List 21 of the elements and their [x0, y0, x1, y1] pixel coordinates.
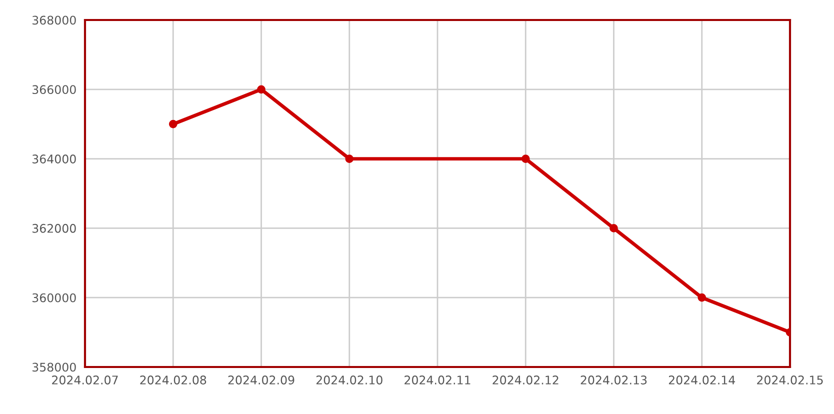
y-tick-label: 358000 — [32, 362, 76, 372]
x-tick-label: 2024.02.07 — [52, 376, 118, 384]
point — [168, 120, 178, 128]
point — [698, 293, 706, 302]
x-tick-label: 2024.02.08 — [140, 376, 206, 384]
y-tick-label: 362000 — [32, 224, 76, 233]
point — [610, 224, 618, 232]
point — [521, 154, 530, 163]
y-tick-label: 360000 — [32, 293, 76, 302]
x-tick-label: 2024.02.10 — [316, 376, 382, 384]
y-tick-label: 364000 — [32, 154, 76, 164]
x-tick-label: 2024.02.12 — [492, 376, 558, 384]
x-tick-label: 2024.02.09 — [228, 376, 294, 384]
point — [257, 85, 266, 94]
point — [345, 154, 354, 163]
x-tick-label: 2024.02.11 — [404, 376, 470, 384]
x-tick-label: 2024.02.14 — [668, 376, 736, 384]
x-tick-label: 2024.02.15 — [757, 376, 823, 384]
y-tick-label: 366000 — [32, 85, 76, 94]
y-tick-label: 368000 — [32, 16, 76, 25]
x-tick-label: 2024.02.13 — [580, 376, 647, 384]
